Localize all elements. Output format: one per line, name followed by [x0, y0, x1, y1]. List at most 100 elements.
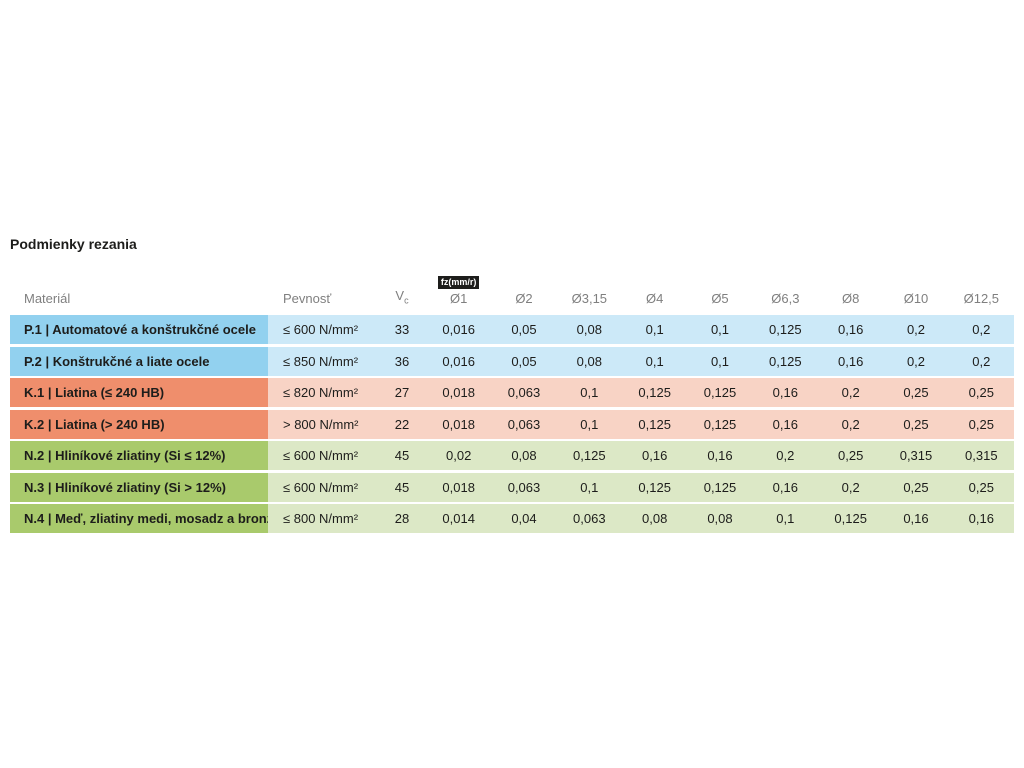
feed-per-tooth-cell: 0,16: [642, 448, 668, 463]
header-cutting-speed: Vc: [378, 288, 426, 306]
feed-per-tooth-cell: 0,1: [580, 479, 599, 495]
feed-per-tooth-cell: 0,16: [772, 479, 798, 495]
feed-per-tooth-cell: 0,016: [442, 353, 475, 369]
feed-per-tooth-cell: 0,2: [776, 448, 795, 463]
header-diameter: fz(mm/r) Ø1: [426, 276, 491, 306]
feed-per-tooth-cell: 0,125: [573, 448, 606, 463]
feed-per-tooth-cell: 0,1: [710, 322, 730, 337]
cutting-conditions-section: Podmienky rezania Materiál Pevnosť Vc fz…: [10, 236, 1014, 536]
page-title: Podmienky rezania: [10, 236, 137, 252]
feed-per-tooth-cell: 0,05: [511, 353, 537, 369]
feed-per-tooth-cell: 0,08: [511, 448, 537, 463]
cutting-speed-cell: 28: [394, 511, 410, 526]
feed-per-tooth-cell: 0,016: [442, 322, 475, 337]
feed-per-tooth-cell: 0,063: [573, 511, 606, 526]
material-cell: P.1 | Automatové a konštrukčné ocele: [10, 315, 268, 344]
material-cell: N.3 | Hliníkové zliatiny (Si > 12%): [10, 472, 268, 502]
vc-subscript: c: [404, 296, 409, 306]
material-cell: K.1 | Liatina (≤ 240 HB): [10, 378, 268, 407]
feed-per-tooth-cell: 0,25: [903, 385, 929, 400]
header-diameter-label: Ø5: [711, 291, 729, 306]
header-diameter: Ø5: [687, 291, 752, 306]
feed-per-tooth-cell: 0,018: [442, 479, 475, 495]
feed-per-tooth-cell: 0,25: [903, 479, 929, 495]
header-diameter: Ø12,5: [949, 291, 1014, 306]
feed-per-tooth-cell: 0,25: [968, 385, 994, 400]
feed-per-tooth-cell: 0,16: [772, 416, 798, 432]
table-row: K.2 | Liatina (> 240 HB) > 800 N/mm² 22 0,0…: [10, 409, 1014, 439]
feed-per-tooth-cell: 0,1: [710, 353, 730, 369]
feed-per-tooth-cell: 0,315: [899, 448, 933, 463]
table-row: N.2 | Hliníkové zliatiny (Si ≤ 12%) ≤ 600…: [10, 441, 1014, 470]
feed-per-tooth-cell: 0,1: [645, 353, 664, 369]
feed-per-tooth-cell: 0,08: [576, 353, 602, 369]
strength-cell: > 800 N/mm²: [283, 416, 359, 432]
feed-per-tooth-cell: 0,16: [838, 353, 864, 369]
cutting-speed-cell: 33: [394, 322, 410, 337]
cutting-speed-cell: 27: [394, 385, 410, 400]
feed-per-tooth-cell: 0,16: [838, 322, 864, 337]
feed-per-tooth-cell: 0,125: [769, 353, 802, 369]
feed-per-tooth-cell: 0,125: [703, 479, 737, 495]
feed-per-tooth-cell: 0,125: [638, 479, 671, 495]
cutting-speed-cell: 36: [394, 353, 410, 369]
header-diameter-label: Ø8: [841, 291, 860, 306]
table-row: K.1 | Liatina (≤ 240 HB) ≤ 820 N/mm² 27 0,0…: [10, 378, 1014, 407]
header-diameter: Ø4: [622, 291, 687, 306]
fz-unit-badge: fz(mm/r): [437, 276, 480, 289]
material-cell: K.2 | Liatina (> 240 HB): [10, 409, 268, 439]
strength-cell: ≤ 600 N/mm²: [283, 479, 359, 495]
header-diameter: Ø8: [818, 291, 883, 306]
feed-per-tooth-cell: 0,16: [968, 511, 994, 526]
feed-per-tooth-cell: 0,2: [906, 353, 926, 369]
feed-per-tooth-cell: 0,2: [972, 322, 991, 337]
feed-per-tooth-cell: 0,25: [968, 479, 994, 495]
feed-per-tooth-cell: 0,16: [772, 385, 798, 400]
header-diameter: Ø10: [883, 291, 948, 306]
header-diameter: Ø3,15: [557, 291, 622, 306]
feed-per-tooth-cell: 0,315: [965, 448, 998, 463]
header-diameter-label: Ø2: [515, 291, 533, 306]
header-diameter-label: Ø3,15: [571, 291, 608, 306]
table-row: P.1 | Automatové a konštrukčné ocele ≤ 60…: [10, 315, 1014, 344]
cutting-speed-cell: 45: [394, 479, 410, 495]
feed-per-tooth-cell: 0,125: [769, 322, 802, 337]
header-diameter: Ø6,3: [753, 291, 818, 306]
feed-per-tooth-cell: 0,1: [645, 322, 664, 337]
feed-per-tooth-cell: 0,125: [638, 385, 671, 400]
table-row: P.2 | Konštrukčné a liate ocele ≤ 850 N/m…: [10, 346, 1014, 376]
header-diameter-label: Ø4: [645, 291, 664, 306]
header-strength: Pevnosť: [283, 291, 332, 306]
feed-per-tooth-cell: 0,1: [580, 385, 599, 400]
feed-per-tooth-cell: 0,05: [511, 322, 537, 337]
feed-per-tooth-cell: 0,125: [834, 511, 867, 526]
vc-symbol: V: [395, 288, 405, 304]
material-cell: P.2 | Konštrukčné a liate ocele: [10, 346, 268, 376]
feed-per-tooth-cell: 0,2: [841, 416, 860, 432]
feed-per-tooth-cell: 0,2: [841, 479, 860, 495]
header-diameter-label: Ø6,3: [771, 291, 800, 306]
strength-cell: ≤ 600 N/mm²: [283, 448, 359, 463]
feed-per-tooth-cell: 0,25: [903, 416, 929, 432]
feed-per-tooth-cell: 0,25: [838, 448, 864, 463]
table-body: P.1 | Automatové a konštrukčné ocele ≤ 60…: [10, 315, 1014, 533]
feed-per-tooth-cell: 0,08: [707, 511, 733, 526]
strength-cell: ≤ 850 N/mm²: [283, 353, 359, 369]
table-header-row: Materiál Pevnosť Vc fz(mm/r) Ø1 Ø2 Ø3,15 Ø4 Ø…: [10, 276, 1014, 315]
feed-per-tooth-cell: 0,2: [972, 353, 991, 369]
feed-per-tooth-cell: 0,1: [580, 416, 599, 432]
feed-per-tooth-cell: 0,2: [906, 322, 926, 337]
material-cell: N.2 | Hliníkové zliatiny (Si ≤ 12%): [10, 441, 268, 470]
table-row: N.3 | Hliníkové zliatiny (Si > 12%) ≤ 600…: [10, 472, 1014, 502]
header-diameter: Ø2: [491, 291, 556, 306]
table-row: N.4 | Meď, zliatiny medi, mosadz a bronz…: [10, 504, 1014, 533]
feed-per-tooth-cell: 0,04: [511, 511, 537, 526]
feed-per-tooth-cell: 0,2: [841, 385, 860, 400]
feed-per-tooth-cell: 0,063: [507, 479, 541, 495]
strength-cell: ≤ 600 N/mm²: [283, 322, 359, 337]
feed-per-tooth-cell: 0,125: [703, 416, 737, 432]
feed-per-tooth-cell: 0,02: [446, 448, 472, 463]
feed-per-tooth-cell: 0,16: [903, 511, 929, 526]
feed-per-tooth-cell: 0,018: [442, 416, 475, 432]
cutting-conditions-table: Materiál Pevnosť Vc fz(mm/r) Ø1 Ø2 Ø3,15 Ø4 Ø…: [10, 276, 1014, 533]
